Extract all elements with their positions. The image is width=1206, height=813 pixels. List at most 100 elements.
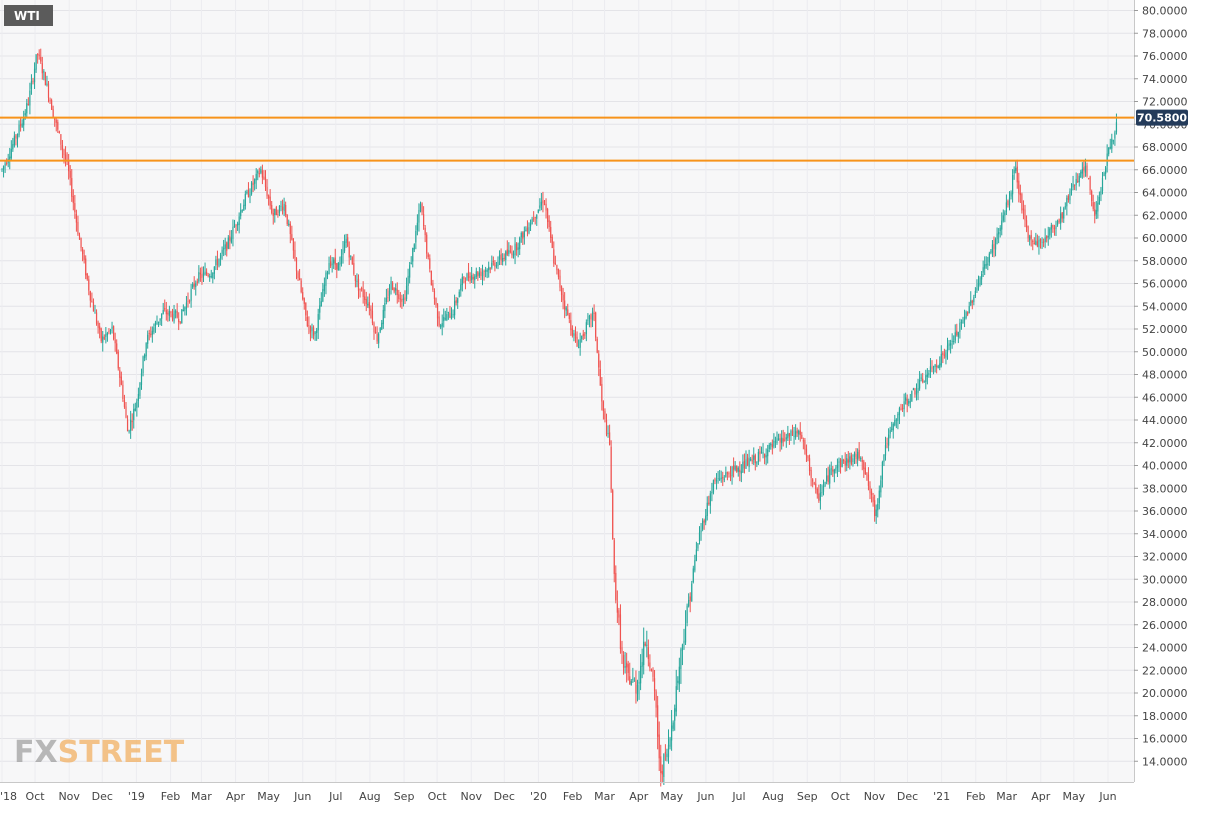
candle-body	[108, 331, 110, 333]
candle-body	[610, 446, 612, 490]
candle-body	[1074, 184, 1076, 186]
candle-body	[517, 247, 519, 250]
candle-body	[894, 420, 896, 426]
candle-body	[903, 401, 905, 410]
candle-body	[489, 268, 491, 270]
candle-body	[657, 705, 659, 737]
candle-body	[1100, 190, 1102, 196]
candle-body	[167, 312, 169, 315]
candle-body	[996, 233, 998, 240]
price-axis[interactable]: 80.000078.000076.000074.000072.000070.00…	[1134, 5, 1188, 769]
candle-body	[1039, 239, 1042, 242]
candle-body	[13, 135, 15, 146]
candle-body	[917, 387, 919, 393]
candle-body	[23, 117, 25, 126]
candle-body	[655, 691, 657, 708]
candle-body	[773, 440, 775, 447]
candle-body	[390, 281, 392, 290]
candle-body	[559, 275, 561, 288]
candle-body	[838, 461, 840, 463]
symbol-badge[interactable]: WTI	[4, 5, 53, 26]
candle-body	[381, 322, 383, 330]
candle-body	[495, 265, 498, 267]
candle-body	[915, 390, 918, 395]
candle-body	[370, 308, 372, 311]
candle-body	[974, 290, 976, 297]
candle-body	[361, 287, 363, 290]
candle-body	[275, 207, 277, 216]
candle-body	[426, 234, 428, 254]
candle-body	[1049, 228, 1051, 236]
candle-body	[1092, 202, 1094, 209]
candle-body	[460, 284, 462, 291]
candle-body	[1004, 212, 1006, 216]
candle-body	[1080, 171, 1082, 178]
candle-body	[161, 313, 163, 319]
time-tick-label: Jul	[328, 790, 342, 803]
candle-body	[450, 315, 453, 320]
time-tick-label: Apr	[226, 790, 246, 803]
candle-body	[229, 236, 231, 241]
candle-body	[582, 333, 584, 337]
candle-body	[303, 298, 305, 304]
candle-body	[250, 182, 253, 195]
candle-body	[762, 452, 764, 454]
candle-body	[528, 226, 530, 233]
time-tick-label: '18	[0, 790, 17, 803]
candle-body	[970, 300, 972, 306]
candle-body	[461, 276, 463, 286]
candle-body	[1083, 167, 1085, 171]
price-tick-label: 50.0000	[1142, 346, 1188, 359]
candle-body	[714, 478, 716, 482]
candle-body	[331, 263, 333, 265]
candle-body	[858, 449, 860, 459]
time-tick-label: May	[257, 790, 280, 803]
candle-body	[29, 90, 31, 106]
candle-body	[715, 480, 718, 482]
candle-body	[241, 210, 243, 212]
candle-body	[632, 678, 634, 680]
candle-body	[20, 124, 22, 126]
candle-body	[175, 311, 177, 313]
candle-body	[767, 449, 769, 457]
candle-body	[72, 196, 74, 204]
candle-body	[733, 465, 735, 470]
candle-body	[227, 237, 229, 249]
candle-body	[232, 226, 234, 239]
candle-body	[125, 406, 127, 418]
candle-body	[102, 336, 104, 343]
candle-body	[765, 455, 767, 458]
candle-body	[130, 419, 132, 431]
candle-body	[388, 290, 391, 297]
candle-body	[627, 664, 629, 673]
candle-body	[587, 319, 589, 321]
candle-body	[745, 459, 747, 469]
candle-body	[990, 251, 992, 253]
candle-body	[91, 300, 93, 302]
candle-body	[875, 509, 877, 517]
candle-body	[652, 669, 654, 677]
candle-body	[33, 68, 36, 83]
candle-body	[1078, 175, 1080, 183]
candle-body	[216, 259, 219, 266]
time-tick-label: Dec	[494, 790, 515, 803]
candle-body	[768, 444, 770, 450]
candle-body	[815, 483, 817, 490]
candle-body	[199, 272, 201, 275]
candle-body	[677, 680, 679, 683]
candle-body	[153, 327, 155, 333]
time-axis[interactable]: '18 Oct Nov Dec '19 Feb Mar Apr May Jun Jul Aug Sep O…	[0, 790, 1117, 803]
candle-body	[319, 305, 321, 313]
candle-body	[415, 230, 417, 243]
candle-body	[1030, 235, 1032, 239]
candle-body	[818, 493, 820, 501]
candle-body	[367, 303, 369, 306]
candle-body	[336, 263, 338, 270]
candle-body	[105, 334, 107, 337]
candle-body	[607, 432, 609, 435]
candle-body	[529, 223, 532, 227]
candle-body	[857, 451, 859, 460]
candle-body	[950, 343, 952, 346]
candle-body	[126, 419, 129, 432]
